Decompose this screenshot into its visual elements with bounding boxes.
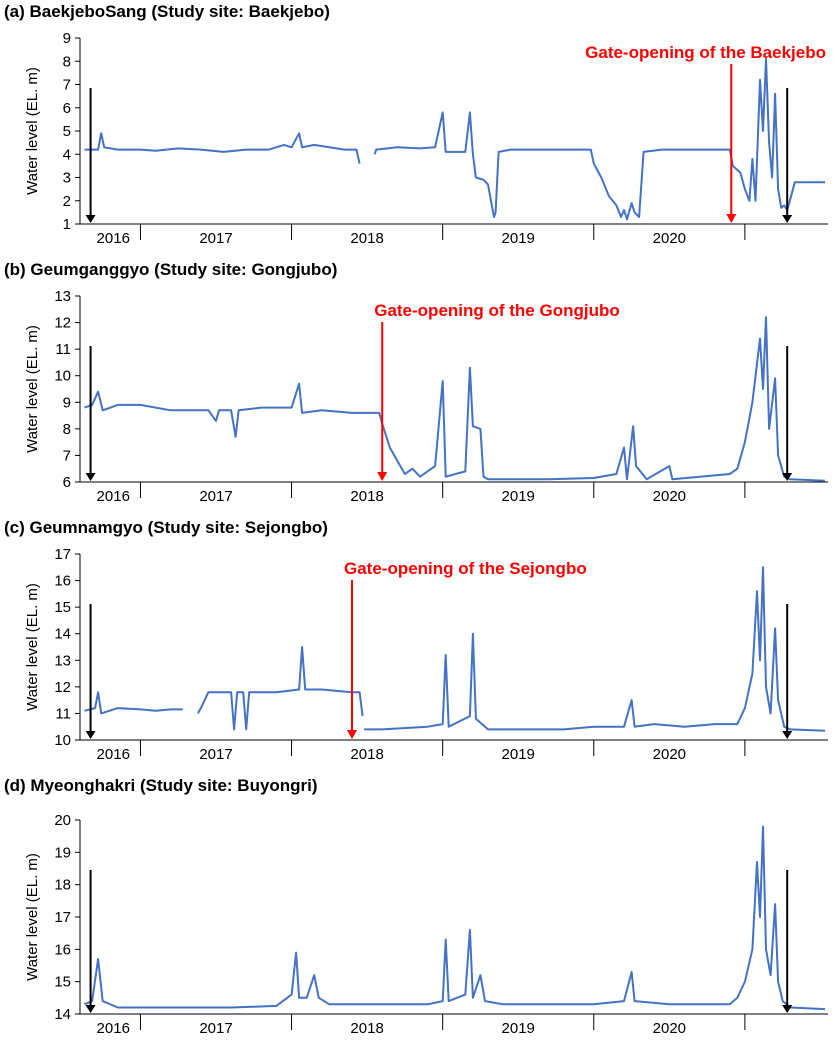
- x-tick-label: 2020: [653, 1020, 686, 1037]
- panel-title: (d) Myeonghakri (Study site: Buyongri): [4, 776, 318, 795]
- x-tick-label: 2016: [97, 746, 130, 763]
- x-tick-label: 2018: [350, 746, 383, 763]
- y-tick-label: 20: [54, 812, 71, 829]
- y-axis-label: Water level (EL. m): [24, 325, 41, 453]
- panel-a: (a) BaekjeboSang (Study site: Baekjebo) …: [0, 2, 837, 252]
- gate-label: Gate-opening of the Sejongbo: [344, 559, 587, 578]
- y-tick-label: 8: [63, 421, 71, 438]
- panel-c: (c) Geumnamgyo (Study site: Sejongbo) 10…: [0, 518, 837, 768]
- y-tick-label: 15: [54, 974, 71, 991]
- y-tick-label: 1: [63, 216, 71, 233]
- gate-label: Gate-opening of the Baekjebo: [585, 43, 826, 62]
- series-line: [84, 825, 826, 1011]
- y-tick-label: 14: [54, 1006, 71, 1023]
- y-tick-label: 9: [63, 30, 71, 47]
- panel-d: (d) Myeonghakri (Study site: Buyongri) 1…: [0, 776, 837, 1038]
- x-tick-label: 2017: [199, 230, 232, 247]
- x-tick-label: 2016: [97, 488, 130, 505]
- y-tick-label: 7: [63, 77, 71, 94]
- marker-arrowhead: [85, 215, 96, 223]
- y-tick-label: 18: [54, 877, 71, 894]
- x-tick-label: 2016: [97, 230, 130, 247]
- x-tick-label: 2017: [199, 488, 232, 505]
- y-tick-label: 9: [63, 394, 71, 411]
- marker-arrowhead: [782, 473, 793, 481]
- y-tick-label: 8: [63, 53, 71, 70]
- marker-arrowhead: [85, 731, 96, 739]
- x-tick-label: 2018: [350, 1020, 383, 1037]
- series-line: [364, 566, 826, 732]
- panel-title: (c) Geumnamgyo (Study site: Sejongbo): [4, 518, 328, 537]
- chart-c: 10 11 12 13 14 15 16 17 2016 2017 2018 2019 2020 Wate…: [24, 546, 828, 763]
- y-tick-label: 12: [54, 679, 71, 696]
- y-tick-label: 11: [55, 341, 71, 358]
- y-tick-label: 4: [63, 146, 71, 163]
- marker-arrowhead: [85, 473, 96, 481]
- marker-arrowhead: [85, 1005, 96, 1013]
- y-tick-label: 17: [54, 909, 71, 926]
- marker-arrowhead: [782, 215, 793, 223]
- y-tick-label: 12: [54, 315, 71, 332]
- x-tick-label: 2018: [350, 488, 383, 505]
- x-tick-label: 2019: [502, 1020, 535, 1037]
- series-line: [84, 691, 183, 715]
- marker-arrowhead: [782, 731, 793, 739]
- marker-arrowhead: [782, 1005, 793, 1013]
- y-tick-label: 19: [54, 844, 71, 861]
- y-tick-label: 3: [63, 170, 71, 187]
- gate-arrowhead: [347, 730, 357, 739]
- panel-title: (a) BaekjeboSang (Study site: Baekjebo): [4, 2, 330, 21]
- y-tick-label: 6: [63, 100, 71, 117]
- x-tick-label: 2018: [350, 230, 383, 247]
- gate-arrowhead: [377, 472, 388, 481]
- y-tick-label: 6: [63, 474, 71, 491]
- x-tick-label: 2019: [502, 488, 535, 505]
- x-tick-label: 2020: [653, 746, 686, 763]
- y-tick-label: 7: [63, 447, 71, 464]
- series-line: [84, 316, 826, 482]
- x-tick-label: 2020: [653, 230, 686, 247]
- y-tick-label: 16: [54, 941, 71, 958]
- y-tick-label: 10: [54, 368, 71, 385]
- series-line: [197, 646, 364, 731]
- x-tick-label: 2019: [502, 746, 535, 763]
- y-tick-label: 13: [54, 652, 71, 669]
- panel-b: (b) Geumganggyo (Study site: Gongjubo) 6…: [0, 260, 837, 510]
- y-axis-label: Water level (EL. m): [24, 67, 41, 195]
- x-tick-label: 2016: [97, 1020, 130, 1037]
- y-tick-label: 5: [63, 123, 71, 140]
- y-tick-label: 16: [54, 573, 71, 590]
- y-tick-label: 17: [54, 546, 71, 563]
- y-tick-label: 13: [54, 288, 71, 305]
- y-tick-label: 15: [54, 599, 71, 616]
- x-tick-label: 2019: [502, 230, 535, 247]
- y-axis-label: Water level (EL. m): [24, 853, 41, 981]
- series-line: [84, 132, 361, 164]
- x-tick-label: 2017: [199, 746, 232, 763]
- y-axis-label: Water level (EL. m): [24, 583, 41, 711]
- gate-arrowhead: [726, 214, 737, 223]
- panel-title: (b) Geumganggyo (Study site: Gongjubo): [4, 260, 338, 279]
- chart-d: 14 15 16 17 18 19 20 2016 2017 2018 2019 2020 Water …: [24, 812, 828, 1037]
- x-tick-label: 2017: [199, 1020, 232, 1037]
- gate-label: Gate-opening of the Gongjubo: [374, 301, 620, 320]
- y-tick-label: 2: [63, 193, 71, 210]
- y-tick-label: 11: [55, 705, 71, 722]
- chart-b: 6 7 8 9 10 11 12 13 2016 2017 2018 2019 2020 Water le…: [24, 288, 828, 505]
- y-tick-label: 10: [54, 732, 71, 749]
- x-tick-label: 2020: [653, 488, 686, 505]
- y-tick-label: 14: [54, 626, 71, 643]
- series-line: [373, 57, 825, 221]
- chart-a: 1 2 3 4 5 6 7 8 9 2016 2017 2018 2019 2020 Water level…: [24, 30, 828, 247]
